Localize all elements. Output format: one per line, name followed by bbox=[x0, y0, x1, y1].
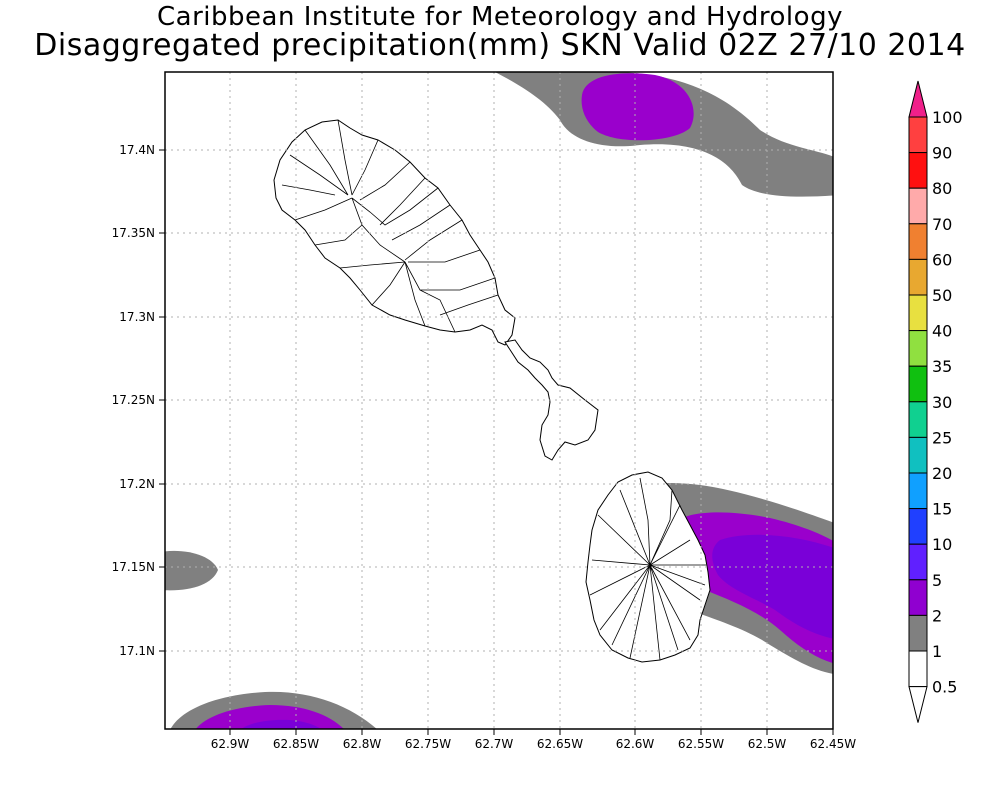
grid-lines bbox=[165, 72, 833, 729]
precip-core-northeast bbox=[581, 73, 694, 141]
colorbar-label: 50 bbox=[932, 286, 952, 305]
colorbar-label: 100 bbox=[932, 108, 963, 127]
colorbar-segment bbox=[908, 152, 928, 189]
island-nevis bbox=[585, 471, 711, 663]
x-tick-label: 62.7W bbox=[475, 737, 514, 751]
colorbar-label: 60 bbox=[932, 250, 952, 269]
y-tick-label: 17.3N bbox=[119, 310, 155, 324]
colorbar-label: 90 bbox=[932, 144, 952, 163]
y-axis-labels: 17.4N 17.35N 17.3N 17.25N 17.2N 17.15N 1… bbox=[112, 143, 155, 658]
x-tick-label: 62.9W bbox=[211, 737, 250, 751]
colorbar-segment bbox=[908, 436, 928, 474]
colorbar-segment bbox=[908, 294, 928, 332]
x-tick-label: 62.45W bbox=[810, 737, 856, 751]
colorbar-label: 20 bbox=[932, 464, 952, 483]
x-tick-label: 62.5W bbox=[748, 737, 787, 751]
x-tick-label: 62.55W bbox=[678, 737, 724, 751]
colorbar-label: 0.5 bbox=[932, 678, 957, 697]
precipitation-fields bbox=[165, 72, 833, 729]
colorbar-segment bbox=[908, 365, 928, 403]
colorbar-label: 70 bbox=[932, 215, 952, 234]
colorbar-segment bbox=[908, 401, 928, 438]
colorbar-segment bbox=[908, 650, 928, 688]
colorbar-label: 40 bbox=[932, 322, 952, 341]
colorbar-segment bbox=[908, 258, 928, 296]
colorbar-label: 5 bbox=[932, 571, 942, 590]
colorbar-segment bbox=[908, 330, 928, 367]
colorbar-label: 80 bbox=[932, 179, 952, 198]
colorbar-arrow-top bbox=[908, 80, 928, 118]
x-tick-label: 62.6W bbox=[616, 737, 655, 751]
x-tick-label: 62.65W bbox=[537, 737, 583, 751]
y-tick-label: 17.25N bbox=[112, 393, 155, 407]
colorbar-arrow-bottom bbox=[908, 686, 928, 723]
colorbar-segment bbox=[908, 223, 928, 260]
x-axis-labels: 62.9W 62.85W 62.8W 62.75W 62.7W 62.65W 6… bbox=[211, 737, 857, 751]
colorbar-segment bbox=[908, 116, 928, 154]
title-line-1: Caribbean Institute for Meteorology and … bbox=[157, 2, 843, 32]
colorbar-label: 2 bbox=[932, 606, 942, 625]
colorbar-label: 1 bbox=[932, 642, 942, 661]
x-tick-label: 62.85W bbox=[273, 737, 319, 751]
precip-core-southwest-inner bbox=[241, 719, 321, 729]
st-kitts-river-network bbox=[281, 119, 499, 333]
colorbar-label: 30 bbox=[932, 393, 952, 412]
colorbar-label: 25 bbox=[932, 428, 952, 447]
colorbar-label: 35 bbox=[932, 357, 952, 376]
colorbar-segment bbox=[908, 187, 928, 225]
colorbar-segment bbox=[908, 508, 928, 545]
y-tick-label: 17.2N bbox=[119, 477, 155, 491]
colorbar-segment bbox=[908, 543, 928, 581]
nevis-river-network bbox=[589, 477, 706, 661]
x-tick-label: 62.75W bbox=[405, 737, 451, 751]
colorbar-label: 10 bbox=[932, 535, 952, 554]
y-axis bbox=[159, 149, 165, 652]
x-axis bbox=[229, 729, 834, 735]
title-line-2: Disaggregated precipitation(mm) SKN Vali… bbox=[34, 28, 966, 63]
y-tick-label: 17.4N bbox=[119, 143, 155, 157]
precipitation-colorbar: 100 90 80 70 60 50 40 35 30 25 20 15 10 5 2 1 0.5 bbox=[908, 80, 963, 723]
x-tick-label: 62.8W bbox=[343, 737, 382, 751]
colorbar-segment bbox=[908, 579, 928, 616]
colorbar-label: 15 bbox=[932, 500, 952, 519]
y-tick-label: 17.15N bbox=[112, 560, 155, 574]
y-tick-label: 17.1N bbox=[119, 644, 155, 658]
st-kitts-peninsula bbox=[504, 339, 599, 461]
precip-core-southeast-inner bbox=[712, 534, 833, 639]
colorbar-segment bbox=[908, 614, 928, 652]
y-tick-label: 17.35N bbox=[112, 226, 155, 240]
colorbar-segment bbox=[908, 472, 928, 510]
precip-area-west bbox=[165, 550, 218, 591]
